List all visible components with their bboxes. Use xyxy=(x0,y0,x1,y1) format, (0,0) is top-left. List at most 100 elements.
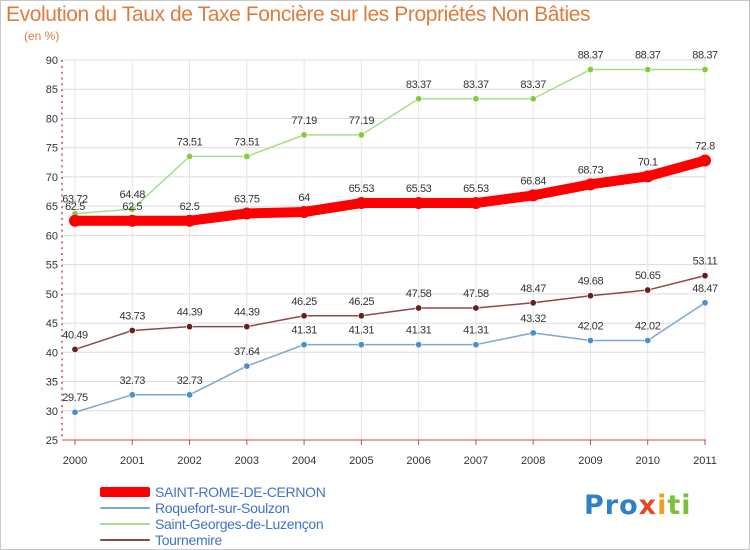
data-point xyxy=(186,323,194,331)
data-label: 43.32 xyxy=(520,313,546,325)
data-label: 77.19 xyxy=(349,115,375,127)
data-point xyxy=(415,95,423,103)
data-label: 65.53 xyxy=(349,183,375,195)
data-point xyxy=(126,214,139,227)
data-label: 46.25 xyxy=(349,296,375,308)
y-tick-label: 60 xyxy=(46,230,58,242)
data-point xyxy=(357,341,365,349)
series-line-1 xyxy=(74,302,706,413)
data-point xyxy=(529,299,537,307)
data-label: 64 xyxy=(298,192,310,204)
chart-title: Evolution du Taux de Taxe Foncière sur l… xyxy=(6,3,591,26)
legend-swatch xyxy=(100,507,150,509)
y-tick-label: 25 xyxy=(46,435,58,447)
data-point xyxy=(415,341,423,349)
series-line-0 xyxy=(70,155,710,226)
data-point xyxy=(186,391,194,399)
data-label: 66.84 xyxy=(520,175,546,187)
data-label: 41.31 xyxy=(406,325,432,337)
data-label: 32.73 xyxy=(120,375,146,387)
data-label: 88.37 xyxy=(578,50,604,62)
x-tick-label: 2009 xyxy=(578,455,602,467)
data-label: 63.75 xyxy=(234,193,260,205)
data-point xyxy=(300,341,308,349)
data-label: 37.64 xyxy=(234,346,260,358)
data-label: 83.37 xyxy=(463,79,489,91)
data-label: 73.51 xyxy=(234,136,260,148)
data-point xyxy=(243,362,251,370)
data-label: 68.73 xyxy=(578,164,604,176)
data-label: 46.25 xyxy=(291,296,317,308)
legend-label: Roquefort-sur-Soulzon xyxy=(155,500,290,516)
data-point xyxy=(472,341,480,349)
y-tick-label: 65 xyxy=(46,201,58,213)
chart-subtitle: (en %) xyxy=(24,29,60,43)
data-point xyxy=(357,312,365,320)
data-label: 70.1 xyxy=(638,156,658,168)
data-point xyxy=(183,214,196,227)
data-point xyxy=(355,197,368,210)
data-label: 47.58 xyxy=(406,288,432,300)
y-tick-label: 75 xyxy=(46,143,58,155)
x-tick-label: 2007 xyxy=(464,455,488,467)
data-point xyxy=(699,154,711,167)
x-tick-label: 2008 xyxy=(521,455,545,467)
data-point xyxy=(701,66,709,74)
data-label: 48.47 xyxy=(692,283,718,295)
data-point xyxy=(71,345,79,353)
legend-label: Saint-Georges-de-Luzençon xyxy=(155,516,324,532)
data-label: 64.48 xyxy=(120,189,146,201)
x-tick-label: 2004 xyxy=(292,455,316,467)
x-tick-label: 2001 xyxy=(120,455,144,467)
data-label: 43.73 xyxy=(120,311,146,323)
legend-label: SAINT-ROME-DE-CERNON xyxy=(155,484,326,500)
data-label: 65.53 xyxy=(463,183,489,195)
series-line-3 xyxy=(74,274,706,351)
legend-swatch xyxy=(100,487,150,497)
y-tick-label: 70 xyxy=(46,172,58,184)
series-line-2 xyxy=(74,68,706,215)
data-point xyxy=(472,304,480,312)
data-point xyxy=(128,391,136,399)
x-tick-label: 2000 xyxy=(63,455,87,467)
x-tick-label: 2010 xyxy=(635,455,659,467)
legend-swatch xyxy=(100,523,150,525)
data-point xyxy=(71,408,79,416)
data-label: 44.39 xyxy=(234,307,260,319)
y-tick-label: 55 xyxy=(46,260,58,272)
data-label: 62.5 xyxy=(180,201,200,213)
data-label: 42.02 xyxy=(578,320,604,332)
data-point xyxy=(644,66,652,74)
data-label: 49.68 xyxy=(578,276,604,288)
data-label: 47.58 xyxy=(463,288,489,300)
data-label: 41.31 xyxy=(349,325,375,337)
y-tick-label: 85 xyxy=(46,84,58,96)
data-point xyxy=(701,272,709,280)
data-point xyxy=(584,178,597,191)
data-label: 48.47 xyxy=(520,283,546,295)
data-point xyxy=(586,336,594,344)
data-point xyxy=(412,197,425,210)
y-tick-label: 45 xyxy=(46,318,58,330)
data-label: 88.37 xyxy=(635,50,661,62)
x-tick-label: 2003 xyxy=(235,455,259,467)
data-label: 63.72 xyxy=(62,194,88,206)
data-label: 65.53 xyxy=(406,183,432,195)
data-point xyxy=(701,299,709,307)
data-label: 83.37 xyxy=(406,79,432,91)
data-label: 32.73 xyxy=(177,375,203,387)
data-point xyxy=(128,327,136,335)
data-point xyxy=(586,66,594,74)
data-label: 53.11 xyxy=(693,256,718,268)
legend-label: Tournemire xyxy=(155,532,223,548)
x-tick-label: 2006 xyxy=(406,455,430,467)
y-tick-label: 35 xyxy=(46,377,58,389)
y-tick-label: 90 xyxy=(46,55,58,67)
data-label: 62.5 xyxy=(65,201,85,213)
data-label: 41.31 xyxy=(291,325,317,337)
data-label: 41.31 xyxy=(463,325,489,337)
data-label: 77.19 xyxy=(291,115,317,127)
data-label: 40.49 xyxy=(62,329,88,341)
